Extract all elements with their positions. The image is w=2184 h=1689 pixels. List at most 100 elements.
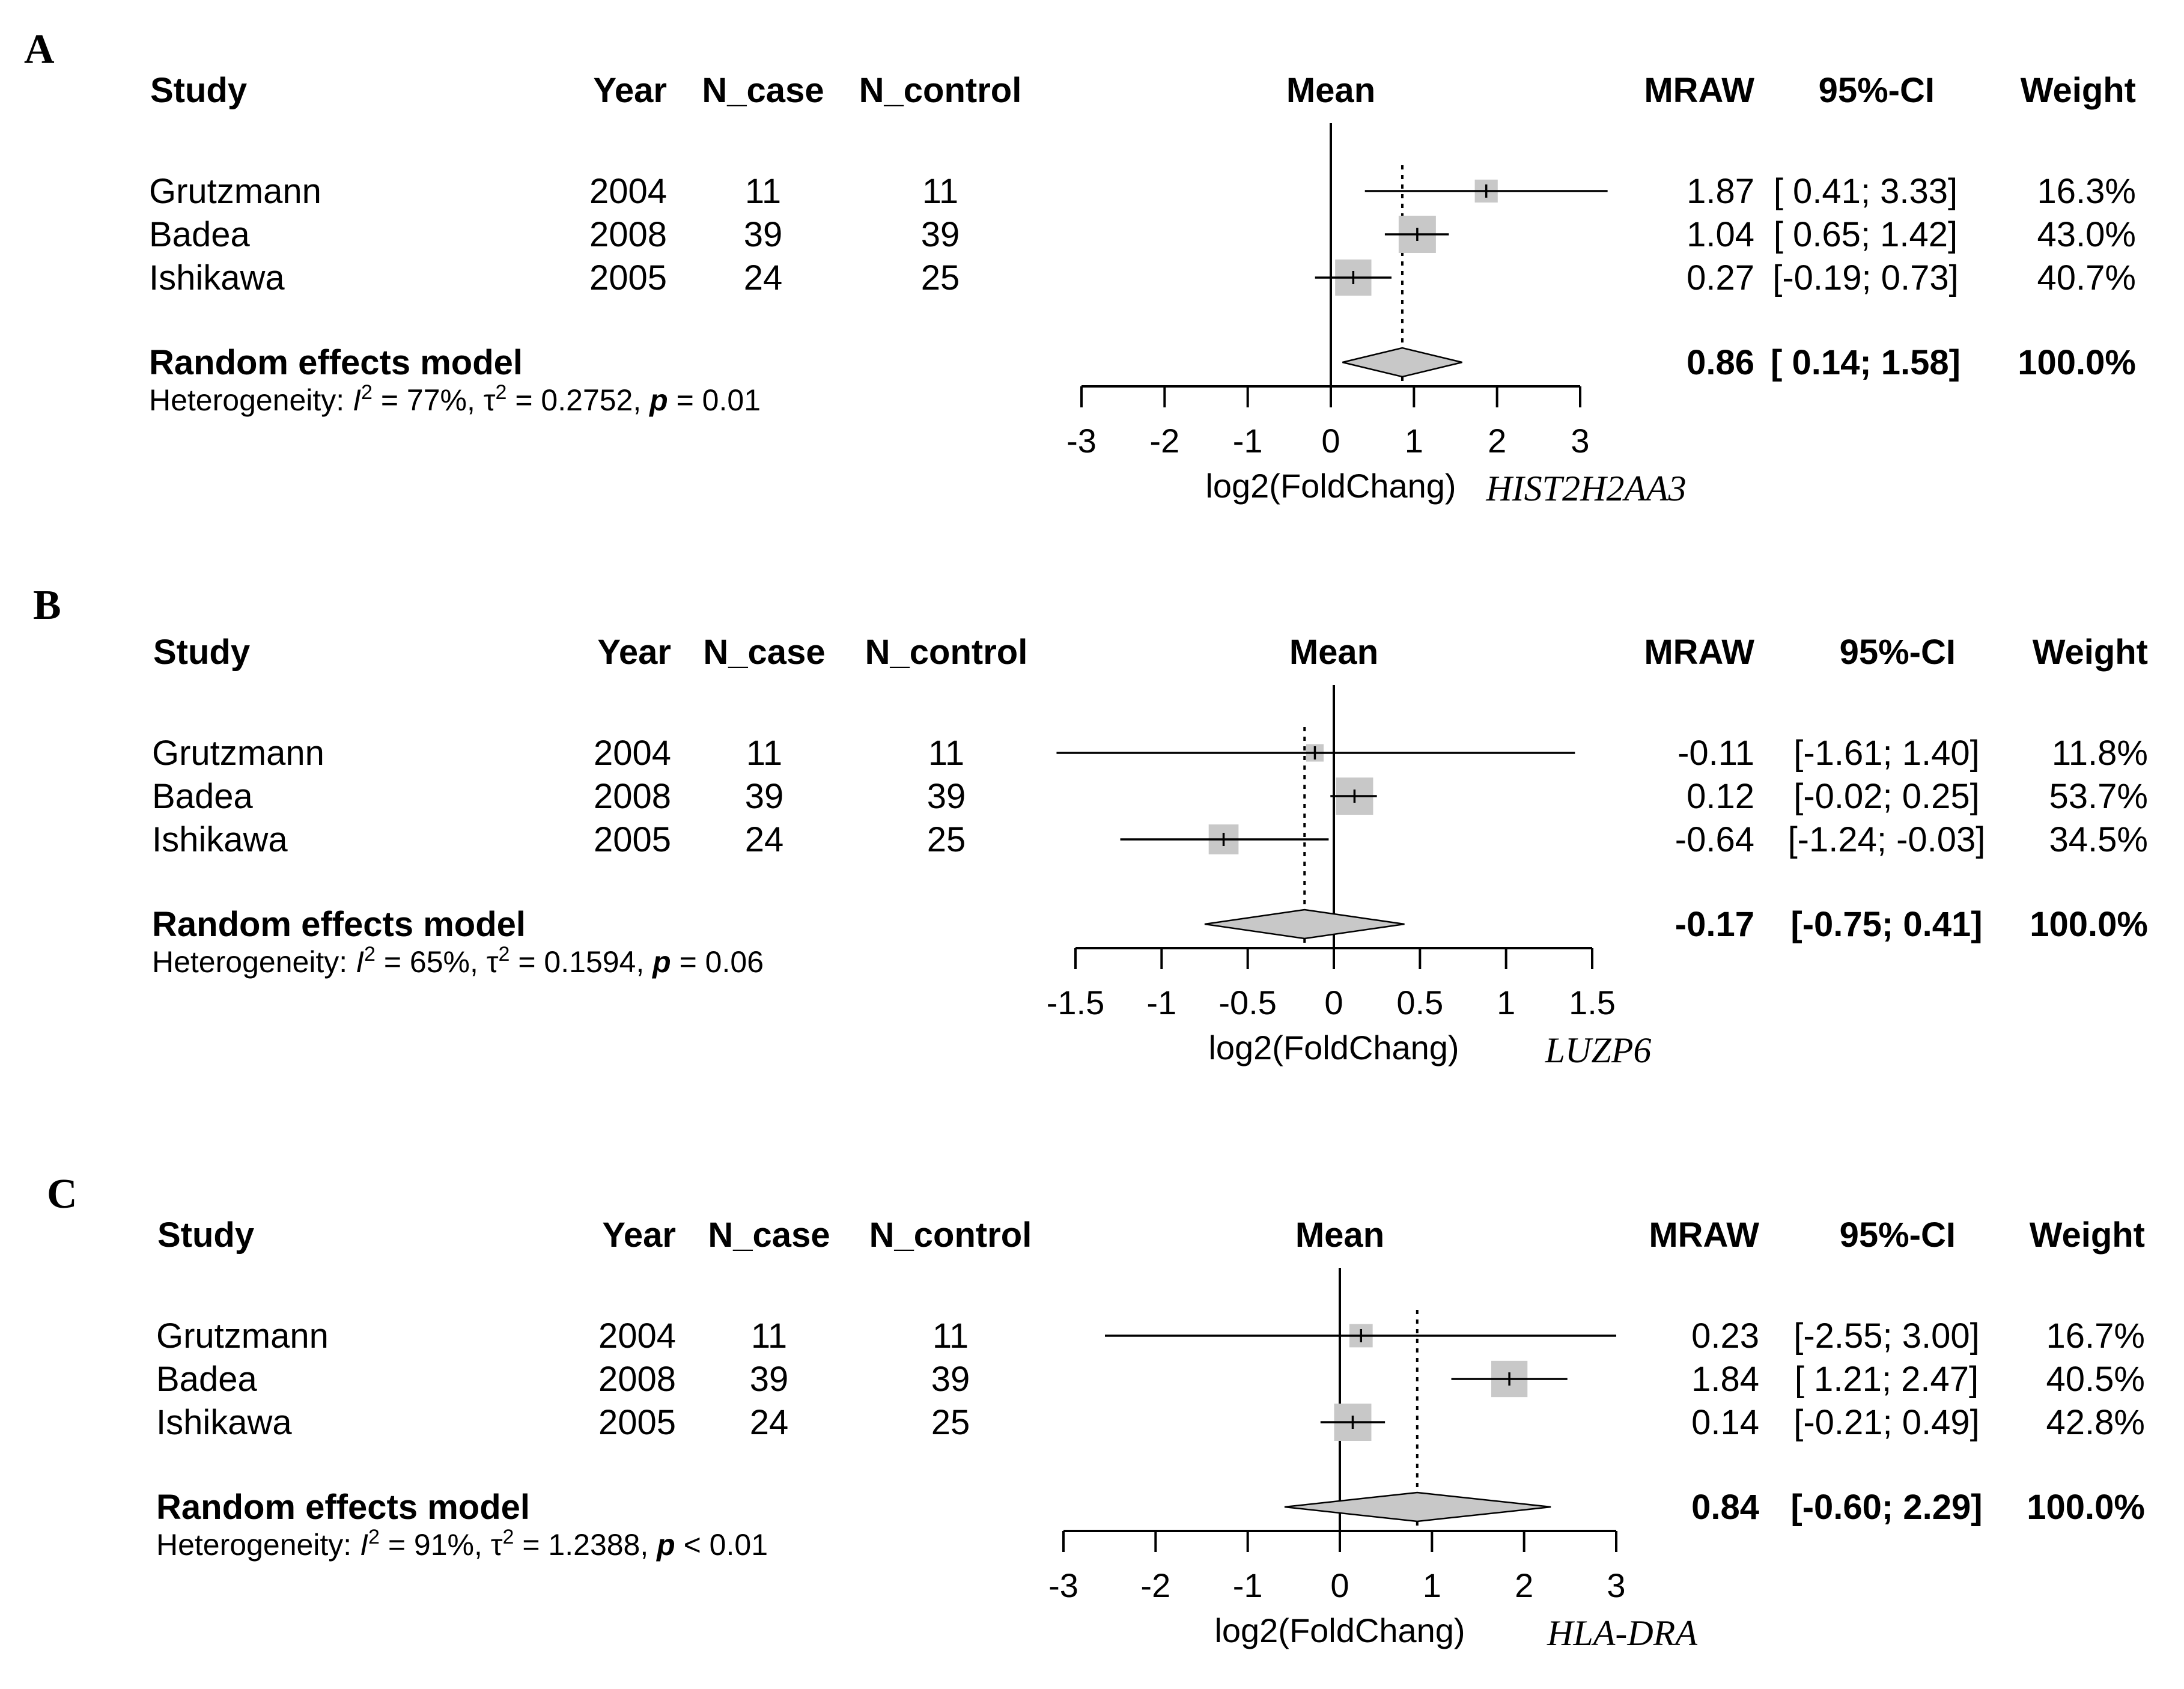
x-axis-tick-label: 0	[1324, 984, 1343, 1021]
column-header-mean: Mean	[1289, 633, 1378, 672]
column-header-mean: Mean	[1286, 71, 1375, 110]
column-header-year: Year	[597, 633, 671, 672]
study-name: Grutzmann	[152, 734, 324, 773]
study-ci: [-2.55; 3.00]	[1793, 1316, 1980, 1356]
x-axis-tick-label: 0	[1321, 422, 1340, 460]
column-header-ci: 95%-CI	[1840, 633, 1956, 672]
study-year: 2008	[594, 777, 671, 816]
study-mraw: 1.04	[1687, 215, 1754, 254]
study-name: Ishikawa	[152, 820, 288, 859]
study-row: Grutzmann 2004 11 11 1.87 [ 0.41; 3.33] 16.3%	[149, 172, 2136, 211]
column-header-n-case: N_case	[702, 71, 824, 110]
x-axis-tick-label: -3	[1066, 422, 1097, 460]
heterogeneity-text: Heterogeneity: I2 = 91%, τ2 = 1.2388, p …	[156, 1526, 768, 1562]
study-n-control: 11	[932, 1316, 969, 1356]
study-n-case: 39	[744, 215, 783, 254]
random-effects-mraw: 0.84	[1691, 1488, 1759, 1527]
x-axis-label: log2(FoldChang)	[1205, 467, 1456, 505]
column-header-ci: 95%-CI	[1840, 1216, 1956, 1255]
x-axis-tick-label: 1	[1423, 1566, 1441, 1604]
study-ci: [ 0.65; 1.42]	[1774, 215, 1957, 254]
study-weight: 16.7%	[2046, 1316, 2145, 1356]
study-name: Grutzmann	[149, 172, 321, 211]
random-effects-label: Random effects model	[149, 343, 523, 382]
column-header-study: Study	[153, 633, 250, 672]
random-effects-weight: 100.0%	[2027, 1488, 2145, 1527]
study-year: 2005	[589, 258, 667, 297]
x-axis-label: log2(FoldChang)	[1208, 1029, 1459, 1067]
study-n-control: 39	[931, 1360, 970, 1399]
x-axis-tick-label: 2	[1488, 422, 1506, 460]
random-effects-ci: [-0.75; 0.41]	[1790, 905, 1982, 944]
x-axis-tick-label: -3	[1048, 1566, 1078, 1604]
study-n-control: 11	[928, 734, 964, 773]
study-name: Ishikawa	[156, 1403, 292, 1442]
study-mraw: 0.27	[1687, 258, 1754, 297]
column-header-n-control: N_control	[865, 633, 1028, 672]
study-row: Badea 2008 39 39 1.04 [ 0.65; 1.42] 43.0%	[149, 215, 2136, 254]
column-header-weight: Weight	[2021, 71, 2136, 110]
x-axis-tick-label: -1	[1233, 422, 1263, 460]
x-axis-label: log2(FoldChang)	[1214, 1611, 1465, 1649]
x-axis-tick-label: -2	[1149, 422, 1179, 460]
forest-panel-a: A Study Year N_case N_control Mean MRAW 95%-CI W…	[24, 26, 2136, 508]
column-header-year: Year	[593, 71, 667, 110]
study-row: Ishikawa 2005 24 25 -0.64 [-1.24; -0.03] 34.5%	[152, 820, 2148, 859]
x-axis-tick-label: -1	[1146, 984, 1176, 1021]
column-header-ci: 95%-CI	[1819, 71, 1935, 110]
x-axis-tick-label: 2	[1515, 1566, 1533, 1604]
study-n-case: 11	[745, 172, 781, 211]
study-ci: [-1.24; -0.03]	[1788, 820, 1986, 859]
column-header-mraw: MRAW	[1649, 1216, 1759, 1255]
column-header-weight: Weight	[2030, 1216, 2145, 1255]
study-year: 2008	[598, 1360, 676, 1399]
study-weight: 16.3%	[2037, 172, 2136, 211]
x-axis-tick-label: 1.5	[1569, 984, 1616, 1021]
study-ci: [ 1.21; 2.47]	[1795, 1360, 1979, 1399]
study-n-case: 24	[750, 1403, 789, 1442]
panel-letter: A	[24, 26, 55, 73]
column-header-n-case: N_case	[703, 633, 825, 672]
study-ci: [ 0.41; 3.33]	[1774, 172, 1957, 211]
study-weight: 53.7%	[2049, 777, 2148, 816]
study-mraw: -0.11	[1678, 734, 1754, 773]
random-effects-ci: [ 0.14; 1.58]	[1771, 343, 1960, 382]
study-year: 2004	[594, 734, 671, 773]
x-axis-tick-label: -2	[1140, 1566, 1170, 1604]
study-n-control: 25	[921, 258, 960, 297]
panel-letter: C	[47, 1171, 78, 1217]
study-year: 2005	[598, 1403, 676, 1442]
random-effects-weight: 100.0%	[2018, 343, 2136, 382]
column-header-study: Study	[157, 1216, 254, 1255]
study-name: Ishikawa	[149, 258, 285, 297]
study-year: 2008	[589, 215, 667, 254]
study-n-case: 24	[744, 258, 783, 297]
study-name: Badea	[152, 777, 253, 816]
x-axis-tick-label: -0.5	[1218, 984, 1277, 1021]
study-weight: 11.8%	[2052, 734, 2148, 773]
study-n-control: 39	[927, 777, 966, 816]
study-mraw: 0.23	[1691, 1316, 1759, 1356]
study-n-case: 11	[751, 1316, 787, 1356]
random-effects-ci: [-0.60; 2.29]	[1790, 1488, 1982, 1527]
study-ci: [-1.61; 1.40]	[1793, 734, 1980, 773]
gene-name: LUZP6	[1545, 1030, 1652, 1070]
x-axis-tick-label: 0.5	[1396, 984, 1443, 1021]
random-effects-weight: 100.0%	[2030, 905, 2148, 944]
study-weight: 43.0%	[2037, 215, 2136, 254]
column-header-mean: Mean	[1295, 1216, 1384, 1255]
study-row: Badea 2008 39 39 1.84 [ 1.21; 2.47] 40.5%	[156, 1360, 2145, 1399]
study-n-case: 11	[746, 734, 782, 773]
study-ci: [-0.19; 0.73]	[1772, 258, 1959, 297]
column-header-n-control: N_control	[869, 1216, 1032, 1255]
pooled-estimate-diamond	[1284, 1491, 1551, 1523]
forest-panel-b: B Study Year N_case N_control Mean MRAW 95%-CI W…	[33, 582, 2148, 1070]
x-axis-tick-label: 0	[1330, 1566, 1349, 1604]
study-mraw: -0.64	[1675, 820, 1754, 859]
heterogeneity-text: Heterogeneity: I2 = 65%, τ2 = 0.1594, p …	[152, 943, 764, 979]
study-year: 2005	[594, 820, 671, 859]
study-n-control: 25	[927, 820, 966, 859]
study-name: Grutzmann	[156, 1316, 329, 1356]
study-weight: 40.5%	[2046, 1360, 2145, 1399]
